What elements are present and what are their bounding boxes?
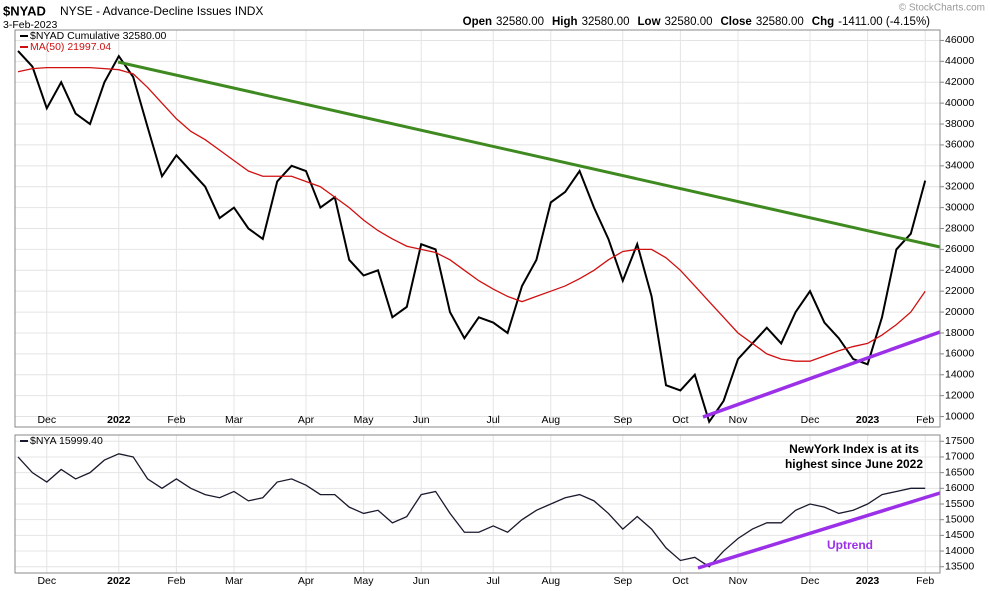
x-tick-label: Jun [413, 414, 430, 426]
quote-value: 32580.00 [496, 16, 544, 28]
x-tick-label: Apr [298, 575, 315, 587]
x-tick-label: Feb [167, 575, 185, 587]
y-tick-label: 10000 [945, 410, 974, 422]
quote-value: 32580.00 [582, 16, 630, 28]
resistance-trendline [117, 60, 941, 249]
lower-panel-frame [14, 434, 941, 574]
y-tick-label: 22000 [945, 285, 974, 297]
x-tick-label: Mar [225, 575, 244, 587]
y-tick-label: 32000 [945, 180, 974, 192]
quote-label: High [552, 16, 578, 28]
x-tick-label: Aug [541, 414, 560, 426]
y-tick-label: 17500 [945, 435, 974, 447]
y-tick-label: 15500 [945, 498, 974, 510]
main-panel-frame [14, 29, 941, 428]
y-tick-label: 26000 [945, 243, 974, 255]
x-tick-label: Mar [225, 414, 244, 426]
x-tick-label: Dec [801, 414, 820, 426]
y-tick-label: 16000 [945, 348, 974, 360]
x-tick-label: Jul [486, 414, 499, 426]
quote-label: Open [463, 16, 492, 28]
y-tick-label: 40000 [945, 97, 974, 109]
uptrend-line [697, 491, 941, 570]
y-tick-label: 30000 [945, 201, 974, 213]
x-tick-label: Feb [916, 414, 934, 426]
quote-value: 32580.00 [756, 16, 804, 28]
x-tick-label: Apr [298, 414, 315, 426]
x-tick-label: Dec [801, 575, 820, 587]
x-tick-label: Dec [37, 575, 56, 587]
y-tick-label: 18000 [945, 327, 974, 339]
y-tick-label: 24000 [945, 264, 974, 276]
y-tick-label: 28000 [945, 222, 974, 234]
description: NYSE - Advance-Decline Issues INDX [60, 4, 263, 18]
trendlines [117, 60, 941, 570]
y-tick-label: 20000 [945, 306, 974, 318]
x-tick-label: Feb [167, 414, 185, 426]
date: 3-Feb-2023 [3, 19, 57, 31]
support-trendline [702, 330, 941, 419]
x-tick-label: Nov [729, 575, 748, 587]
y-tick-label: 17000 [945, 451, 974, 463]
y-tick-label: 13500 [945, 561, 974, 573]
x-tick-label: Jun [413, 575, 430, 587]
quote-label: Low [638, 16, 661, 28]
series-line [17, 453, 926, 568]
legend-label: $NYAD Cumulative 32580.00 [30, 30, 167, 42]
legend-label: MA(50) 21997.04 [30, 41, 111, 53]
y-tick-label: 14000 [945, 369, 974, 381]
quote-value: -1411.00 (-4.15%) [838, 16, 930, 28]
quote-label: Close [721, 16, 752, 28]
x-tick-label: Feb [916, 575, 934, 587]
y-tick-label: 46000 [945, 34, 974, 46]
y-tick-label: 16500 [945, 466, 974, 478]
x-tick-label: 2023 [856, 414, 880, 426]
symbol: $NYAD [3, 3, 46, 18]
y-tick-label: 16000 [945, 482, 974, 494]
annotation: Uptrend [827, 538, 873, 552]
x-tick-label: Nov [729, 414, 748, 426]
y-tick-label: 34000 [945, 160, 974, 172]
quote-label: Chg [812, 16, 834, 28]
y-tick-label: 38000 [945, 118, 974, 130]
legend-label: $NYA 15999.40 [30, 435, 103, 447]
x-tick-label: Oct [672, 414, 688, 426]
x-tick-label: May [354, 414, 375, 426]
annotation: NewYork Index is at its [789, 442, 919, 456]
x-tick-label: Dec [37, 414, 56, 426]
x-tick-label: May [354, 575, 375, 587]
x-tick-label: Sep [613, 575, 632, 587]
x-tick-label: Aug [541, 575, 560, 587]
y-tick-label: 14000 [945, 545, 974, 557]
annotation: highest since June 2022 [785, 457, 923, 471]
x-tick-label: Jul [486, 575, 499, 587]
x-tick-label: 2022 [107, 575, 131, 587]
y-tick-label: 12000 [945, 389, 974, 401]
x-tick-label: Oct [672, 575, 688, 587]
quote: Open 32580.00 High 32580.00 Low 32580.00 Close… [463, 16, 931, 28]
x-tick-label: Sep [613, 414, 632, 426]
series-line [17, 50, 927, 425]
y-tick-label: 14500 [945, 529, 974, 541]
series-line [17, 66, 926, 362]
y-tick-label: 44000 [945, 55, 974, 67]
y-tick-label: 42000 [945, 76, 974, 88]
y-tick-label: 36000 [945, 139, 974, 151]
y-tick-label: 15000 [945, 513, 974, 525]
quote-value: 32580.00 [665, 16, 713, 28]
copyright: © StockCharts.com [899, 3, 985, 14]
x-tick-label: 2022 [107, 414, 131, 426]
x-tick-label: 2023 [856, 575, 880, 587]
